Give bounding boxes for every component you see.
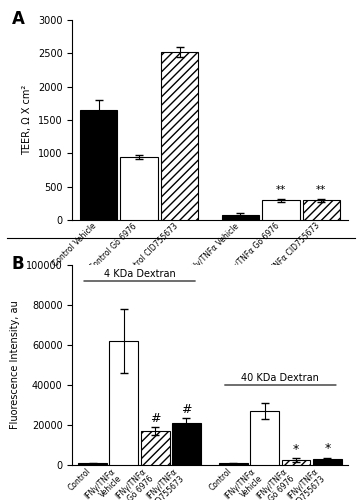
Text: A: A [12, 10, 25, 28]
Text: *: * [293, 443, 299, 456]
Bar [282, 460, 311, 465]
Text: #: # [181, 402, 192, 415]
Text: B: B [12, 255, 25, 273]
Bar [262, 200, 299, 220]
Bar [161, 52, 198, 220]
Bar [80, 110, 117, 220]
Text: **: ** [276, 184, 286, 194]
Bar [121, 156, 158, 220]
Text: 40 KDa Dextran: 40 KDa Dextran [241, 373, 319, 383]
Bar [222, 214, 259, 220]
Y-axis label: TEER, Ω X cm²: TEER, Ω X cm² [22, 85, 32, 155]
Bar [303, 200, 340, 220]
Bar [109, 341, 138, 465]
Bar [141, 431, 170, 465]
Text: #: # [150, 412, 160, 424]
Bar [313, 459, 342, 465]
Text: 4 KDa Dextran: 4 KDa Dextran [104, 269, 176, 279]
Bar [250, 411, 279, 465]
Bar [172, 423, 201, 465]
Text: **: ** [316, 184, 327, 194]
Bar [78, 464, 107, 465]
Y-axis label: Fluorescence Intensity, au: Fluorescence Intensity, au [10, 300, 20, 430]
Bar [219, 464, 248, 465]
Text: *: * [324, 442, 331, 456]
